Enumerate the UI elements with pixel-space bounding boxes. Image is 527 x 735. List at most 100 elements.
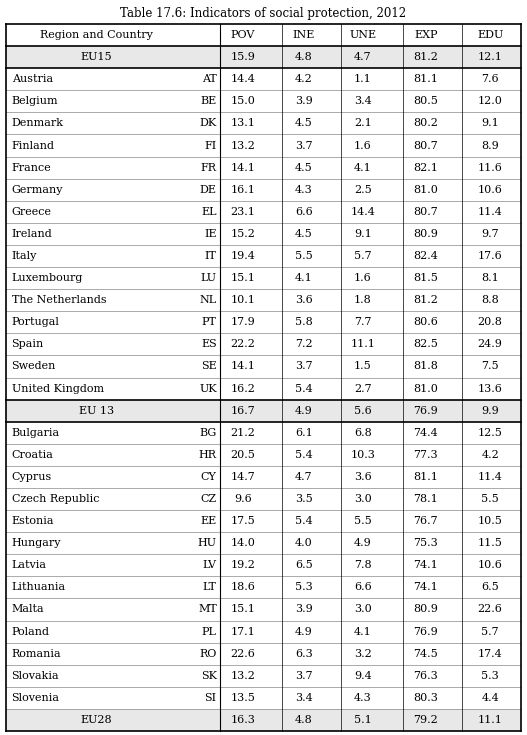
Text: 19.2: 19.2 — [230, 560, 256, 570]
Text: 74.1: 74.1 — [413, 582, 438, 592]
Text: 81.2: 81.2 — [413, 295, 438, 305]
Text: EL: EL — [201, 207, 217, 217]
Bar — [6, 333, 521, 356]
Text: 4.3: 4.3 — [295, 184, 313, 195]
Text: 22.6: 22.6 — [230, 649, 256, 659]
Text: EE: EE — [200, 516, 217, 526]
Bar — [6, 112, 521, 135]
Text: 4.5: 4.5 — [295, 162, 313, 173]
Text: 4.1: 4.1 — [295, 273, 313, 283]
Text: 4.4: 4.4 — [481, 693, 499, 703]
Text: Slovenia: Slovenia — [12, 693, 60, 703]
Text: 3.4: 3.4 — [295, 693, 313, 703]
Text: 10.5: 10.5 — [477, 516, 503, 526]
Text: Ireland: Ireland — [12, 229, 52, 239]
Text: 17.6: 17.6 — [477, 251, 502, 261]
Text: 11.5: 11.5 — [477, 538, 503, 548]
Text: 10.3: 10.3 — [350, 450, 375, 460]
Bar — [6, 378, 521, 400]
Text: 7.7: 7.7 — [354, 318, 372, 327]
Text: 1.6: 1.6 — [354, 273, 372, 283]
Text: 3.5: 3.5 — [295, 494, 313, 504]
Text: France: France — [12, 162, 51, 173]
Text: 4.1: 4.1 — [354, 162, 372, 173]
Text: Czech Republic: Czech Republic — [12, 494, 99, 504]
Text: 80.7: 80.7 — [413, 140, 438, 151]
Bar — [6, 554, 521, 576]
Text: 8.1: 8.1 — [481, 273, 499, 283]
Text: 7.2: 7.2 — [295, 340, 313, 349]
Text: FI: FI — [204, 140, 217, 151]
Text: 6.3: 6.3 — [295, 649, 313, 659]
Bar — [6, 201, 521, 223]
Text: 4.0: 4.0 — [295, 538, 313, 548]
Text: 16.1: 16.1 — [230, 184, 256, 195]
Text: 74.5: 74.5 — [413, 649, 438, 659]
Text: 5.8: 5.8 — [295, 318, 313, 327]
Text: 81.1: 81.1 — [413, 472, 438, 482]
Text: 5.3: 5.3 — [481, 671, 499, 681]
Text: INE: INE — [292, 30, 315, 40]
Bar — [6, 289, 521, 311]
Text: Table 17.6: Indicators of social protection, 2012: Table 17.6: Indicators of social protect… — [121, 7, 406, 20]
Text: 9.1: 9.1 — [354, 229, 372, 239]
Text: 11.4: 11.4 — [477, 472, 503, 482]
Text: The Netherlands: The Netherlands — [12, 295, 106, 305]
Bar — [6, 68, 521, 90]
Text: 11.6: 11.6 — [477, 162, 503, 173]
Text: Italy: Italy — [12, 251, 37, 261]
Text: 4.2: 4.2 — [481, 450, 499, 460]
Text: 1.6: 1.6 — [354, 140, 372, 151]
Text: 76.7: 76.7 — [413, 516, 438, 526]
Text: 5.6: 5.6 — [354, 406, 372, 415]
Text: 4.8: 4.8 — [295, 52, 313, 62]
Text: 3.2: 3.2 — [354, 649, 372, 659]
Text: 4.2: 4.2 — [295, 74, 313, 85]
Text: ES: ES — [201, 340, 217, 349]
Text: 4.9: 4.9 — [354, 538, 372, 548]
Text: LV: LV — [203, 560, 217, 570]
Text: Germany: Germany — [12, 184, 63, 195]
Text: FR: FR — [201, 162, 217, 173]
Text: Latvia: Latvia — [12, 560, 46, 570]
Text: 81.0: 81.0 — [413, 184, 438, 195]
Text: SI: SI — [204, 693, 217, 703]
Text: 11.1: 11.1 — [350, 340, 375, 349]
Bar — [6, 267, 521, 289]
Text: 9.1: 9.1 — [481, 118, 499, 129]
Text: 14.4: 14.4 — [230, 74, 256, 85]
Text: Sweden: Sweden — [12, 362, 56, 371]
Text: 10.6: 10.6 — [477, 184, 503, 195]
Text: 5.5: 5.5 — [354, 516, 372, 526]
Text: 5.7: 5.7 — [481, 626, 499, 637]
Text: 17.9: 17.9 — [230, 318, 255, 327]
Text: 76.3: 76.3 — [413, 671, 438, 681]
Bar — [6, 356, 521, 378]
Text: EXP: EXP — [414, 30, 437, 40]
Text: 14.4: 14.4 — [350, 207, 375, 217]
Text: 3.6: 3.6 — [354, 472, 372, 482]
Text: 6.5: 6.5 — [295, 560, 313, 570]
Text: 80.5: 80.5 — [413, 96, 438, 107]
Text: Slovakia: Slovakia — [12, 671, 59, 681]
Text: 14.0: 14.0 — [230, 538, 256, 548]
Text: 4.9: 4.9 — [295, 406, 313, 415]
Text: 80.3: 80.3 — [413, 693, 438, 703]
Bar — [6, 488, 521, 510]
Text: 12.1: 12.1 — [477, 52, 503, 62]
Text: IT: IT — [205, 251, 217, 261]
Text: Croatia: Croatia — [12, 450, 53, 460]
Text: 2.1: 2.1 — [354, 118, 372, 129]
Bar — [6, 664, 521, 686]
Text: 15.0: 15.0 — [230, 96, 256, 107]
Text: 16.7: 16.7 — [230, 406, 255, 415]
Bar — [6, 422, 521, 444]
Text: Belgium: Belgium — [12, 96, 58, 107]
Bar — [6, 223, 521, 245]
Text: 9.7: 9.7 — [481, 229, 499, 239]
Text: 15.1: 15.1 — [230, 273, 256, 283]
Bar — [6, 179, 521, 201]
Text: 2.5: 2.5 — [354, 184, 372, 195]
Text: 3.7: 3.7 — [295, 671, 313, 681]
Bar — [6, 532, 521, 554]
